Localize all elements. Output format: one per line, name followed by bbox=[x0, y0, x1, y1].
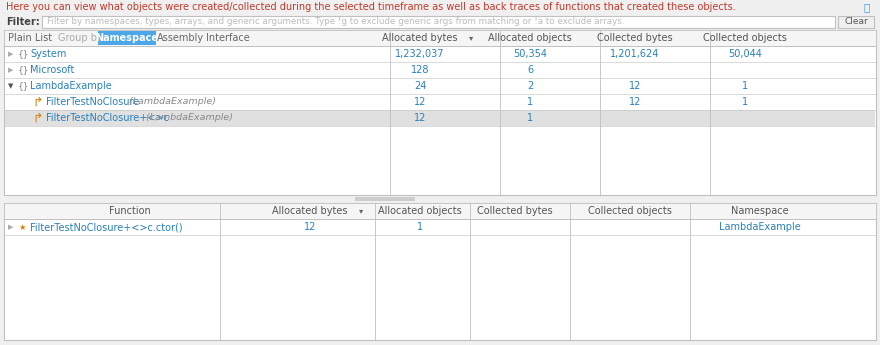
Text: ▾: ▾ bbox=[358, 207, 363, 216]
Text: (LambdaExample): (LambdaExample) bbox=[143, 114, 232, 122]
Text: ▾: ▾ bbox=[468, 33, 473, 42]
Text: LambdaExample: LambdaExample bbox=[719, 222, 801, 232]
Text: 50,354: 50,354 bbox=[513, 49, 547, 59]
Text: 24: 24 bbox=[414, 81, 426, 91]
Text: Allocated bytes: Allocated bytes bbox=[382, 33, 458, 43]
Text: 12: 12 bbox=[629, 97, 642, 107]
Text: Interface: Interface bbox=[206, 33, 250, 43]
Text: ⓘ: ⓘ bbox=[864, 2, 870, 12]
Text: Collected bytes: Collected bytes bbox=[598, 33, 673, 43]
Text: 1: 1 bbox=[417, 222, 423, 232]
Text: Here you can view what objects were created/collected during the selected timefr: Here you can view what objects were crea… bbox=[6, 2, 736, 12]
Bar bbox=[0, 0, 880, 14]
Text: 12: 12 bbox=[414, 113, 426, 123]
Text: Allocated objects: Allocated objects bbox=[378, 206, 462, 216]
Text: System: System bbox=[30, 49, 66, 59]
Text: Allocated objects: Allocated objects bbox=[488, 33, 572, 43]
Text: Allocated bytes: Allocated bytes bbox=[272, 206, 348, 216]
Bar bbox=[42, 16, 835, 28]
Text: Group by:: Group by: bbox=[58, 33, 106, 43]
Text: Collected objects: Collected objects bbox=[703, 33, 787, 43]
Text: 128: 128 bbox=[411, 65, 429, 75]
Text: 12: 12 bbox=[414, 97, 426, 107]
Text: FilterTestNoClosure: FilterTestNoClosure bbox=[46, 97, 139, 107]
Text: Function: Function bbox=[109, 206, 150, 216]
Text: 12: 12 bbox=[304, 222, 316, 232]
Text: Namespace: Namespace bbox=[731, 206, 788, 216]
Text: 1: 1 bbox=[742, 97, 748, 107]
Text: 2: 2 bbox=[527, 81, 533, 91]
Text: ▶: ▶ bbox=[8, 67, 13, 73]
Text: {}: {} bbox=[18, 66, 30, 75]
Bar bbox=[838, 16, 874, 28]
Text: 1: 1 bbox=[527, 113, 533, 123]
Text: Assembly: Assembly bbox=[157, 33, 204, 43]
Text: 1: 1 bbox=[742, 81, 748, 91]
Bar bbox=[98, 31, 156, 45]
Text: FilterTestNoClosure+<>c: FilterTestNoClosure+<>c bbox=[46, 113, 169, 123]
Bar bbox=[4, 203, 876, 340]
Text: ▼: ▼ bbox=[8, 83, 13, 89]
Bar bbox=[0, 14, 880, 30]
Bar bbox=[4, 30, 876, 46]
Text: Filter:: Filter: bbox=[6, 17, 40, 27]
Text: {}: {} bbox=[18, 81, 30, 90]
Text: Plain List: Plain List bbox=[8, 33, 52, 43]
Text: Clear: Clear bbox=[844, 18, 868, 27]
Text: {}: {} bbox=[18, 49, 30, 59]
Text: 1: 1 bbox=[527, 97, 533, 107]
Bar bbox=[4, 30, 876, 195]
Text: Collected bytes: Collected bytes bbox=[477, 206, 553, 216]
Bar bbox=[355, 197, 415, 201]
Text: Microsoft: Microsoft bbox=[30, 65, 75, 75]
Text: 50,044: 50,044 bbox=[728, 49, 762, 59]
Text: ↱: ↱ bbox=[32, 111, 42, 125]
Text: Namespace: Namespace bbox=[95, 33, 158, 43]
Text: (LambdaExample): (LambdaExample) bbox=[126, 98, 216, 107]
Text: ▶: ▶ bbox=[8, 224, 13, 230]
Text: 12: 12 bbox=[629, 81, 642, 91]
Bar bbox=[4, 203, 876, 219]
Text: ★: ★ bbox=[18, 223, 26, 231]
Text: 1,232,037: 1,232,037 bbox=[395, 49, 444, 59]
Text: 6: 6 bbox=[527, 65, 533, 75]
Text: FilterTestNoClosure+<>c.ctor(): FilterTestNoClosure+<>c.ctor() bbox=[30, 222, 183, 232]
Text: ▶: ▶ bbox=[8, 51, 13, 57]
Text: ↱: ↱ bbox=[32, 96, 42, 108]
Text: Collected objects: Collected objects bbox=[588, 206, 672, 216]
Bar bbox=[5, 110, 875, 126]
Text: 1,201,624: 1,201,624 bbox=[611, 49, 660, 59]
Text: Filter by namespaces, types, arrays, and generic arguments. Type !g to exclude g: Filter by namespaces, types, arrays, and… bbox=[47, 18, 625, 27]
Text: LambdaExample: LambdaExample bbox=[30, 81, 112, 91]
